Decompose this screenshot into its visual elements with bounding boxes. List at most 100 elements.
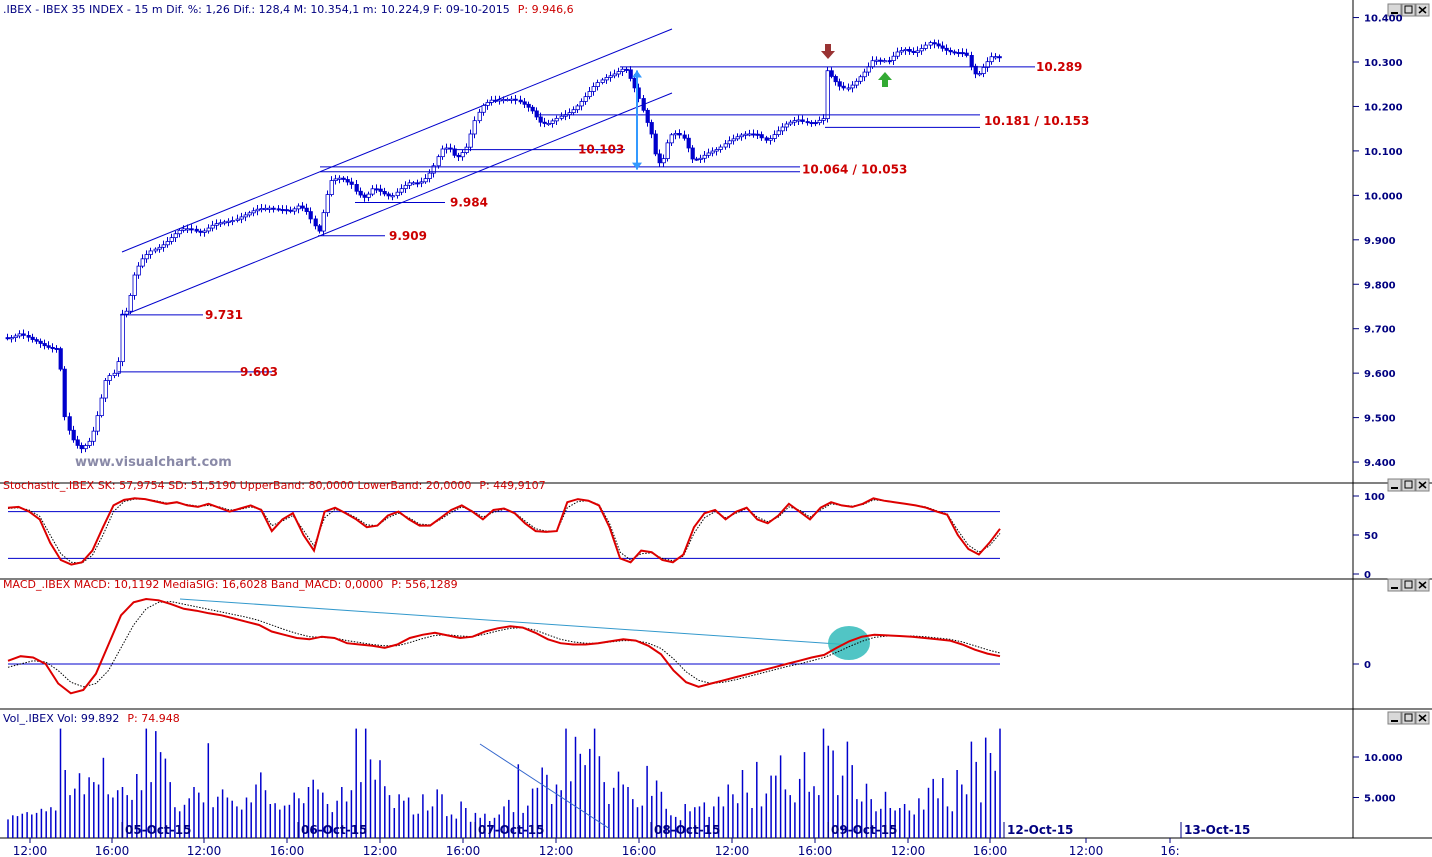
candle-up [567,112,572,116]
maximize-button[interactable] [1401,478,1416,492]
candle-down [952,51,957,54]
maximize-button[interactable] [1401,3,1416,17]
candle-up [436,156,441,167]
candle-up [583,96,588,102]
candle-up [112,372,117,376]
stoch-tick-label: 0 [1364,570,1371,581]
arrow-down-head-icon [632,162,642,170]
candle-up [173,233,178,239]
candle-up [107,375,112,381]
candle-up [165,241,170,246]
candle-up [460,152,465,158]
candle-down [755,133,760,136]
candle-up [874,59,879,62]
candle-up [571,109,576,114]
time-tick-label: 12:00 [187,844,222,857]
date-label: 13-Oct-15 [1184,823,1250,837]
candle-up [431,165,436,174]
maximize-button[interactable] [1401,711,1416,725]
candle-down [969,55,974,67]
close-button[interactable] [1415,711,1430,725]
minimize-button[interactable] [1387,578,1402,592]
candle-up [698,157,703,160]
candle-down [653,133,658,155]
candle-up [989,56,994,63]
stoch-tick-label: 50 [1364,531,1378,542]
candle-down [354,184,359,192]
candle-down [813,122,818,125]
minimize-button[interactable] [1387,711,1402,725]
stochastic-pane-window-controls [1387,478,1430,492]
candle-up [87,440,92,446]
time-tick-label: 16:00 [973,844,1008,857]
candle-down [513,98,518,101]
candle-up [390,195,395,198]
candle-up [120,313,125,363]
stoch-sk-line [7,497,1001,566]
watermark: www.visualchart.com [75,455,232,470]
candle-up [608,75,613,78]
candle-up [91,430,96,442]
trendlines [121,28,673,317]
candle-down [837,81,842,87]
candle-up [977,73,982,76]
candle-up [862,71,867,78]
candle-down [378,188,383,192]
time-axis: 12:00 16:00 12:00 16:00 12:00 16:00 12:00 16:00… [13,822,1250,857]
candle-down [493,99,498,102]
candle-down [948,49,953,53]
candle-up [181,228,186,231]
candle-down [271,207,276,210]
candle-up [427,172,432,180]
candle-down [878,59,883,62]
candle-up [218,222,223,225]
maximize-button[interactable] [1401,578,1416,592]
minimize-button[interactable] [1387,478,1402,492]
date-label: 08-Oct-15 [654,823,720,837]
level-label: 9.984 [450,195,488,209]
candle-up [140,258,145,267]
candle-up [505,98,510,101]
close-button[interactable] [1415,478,1430,492]
candle-up [792,120,797,123]
candle-up [153,248,158,252]
candle-down [542,121,547,124]
time-tick-label: 12:00 [539,844,574,857]
candle-up [509,98,514,101]
date-label: 06-Oct-15 [301,823,367,837]
candle-up [407,182,412,186]
main-pane-header: .IBEX - IBEX 35 INDEX - 15 m Dif. %: 1,2… [3,3,574,16]
date-label: 12-Oct-15 [1007,823,1073,837]
candle-up [481,105,486,113]
candle-up [702,154,707,159]
volume-pane-header: Vol_.IBEX Vol: 99.892 P: 74.948 [3,712,180,725]
sell-arrow-icon [821,44,835,59]
close-button[interactable] [1415,3,1430,17]
close-button[interactable] [1415,578,1430,592]
candle-up [620,68,625,72]
candle-down [805,121,810,124]
candle-up [780,126,785,132]
candle-down [694,158,699,161]
minimize-button[interactable] [1387,3,1402,17]
candle-up [9,337,14,340]
candle-down [628,69,633,79]
candle-down [907,48,912,52]
candle-down [38,340,43,344]
candle-up [395,191,400,197]
candle-down [526,103,531,108]
candle-down [677,133,682,136]
candle-down [374,188,379,191]
candle-down [300,205,305,209]
candle-up [850,84,855,89]
candle-up [267,207,272,210]
close-icon [1418,481,1427,489]
candle-up [210,224,215,229]
candle-up [263,207,268,210]
candle-up [579,101,584,107]
candle-up [743,133,748,136]
candle-up [604,77,609,81]
candle-down [280,209,285,212]
candle-up [595,82,600,87]
candle-up [185,228,190,231]
